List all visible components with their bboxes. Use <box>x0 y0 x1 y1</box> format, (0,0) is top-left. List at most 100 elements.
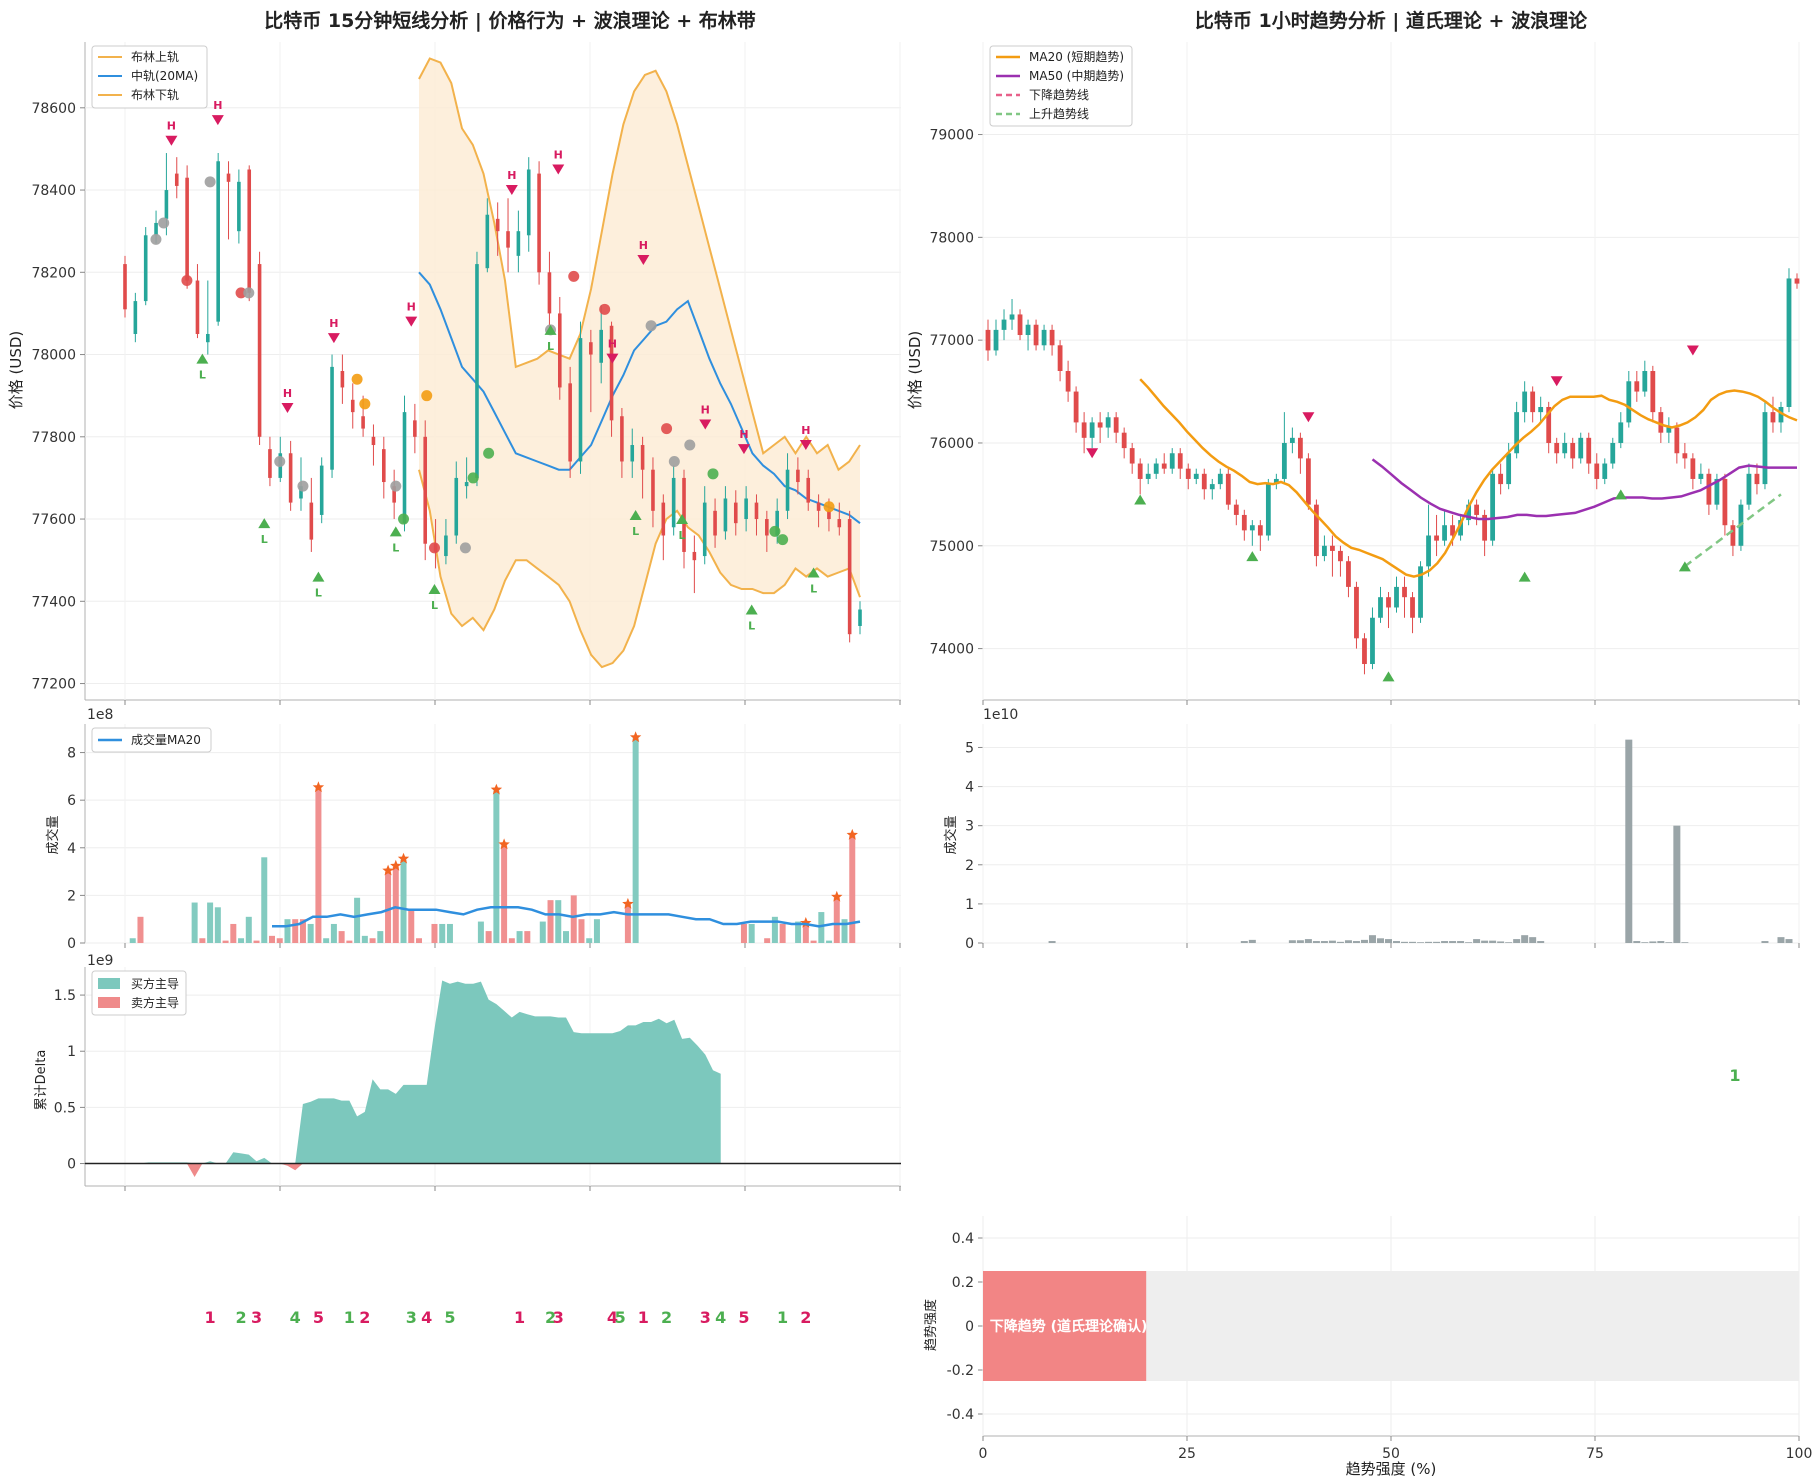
d15-legend-label-buy: 买方主导 <box>131 976 179 991</box>
p15-candle-body <box>164 190 169 219</box>
v1h-volume-bar <box>1657 941 1665 943</box>
swing-high-label: H <box>554 148 563 161</box>
p15-ytick-label: 77400 <box>31 594 76 610</box>
p15-candle-body <box>309 502 314 540</box>
swing-low-marker <box>544 324 557 335</box>
p1h-candle-body <box>1225 473 1231 505</box>
v15-volume-bar <box>493 790 500 943</box>
swing-high-marker <box>737 444 750 455</box>
p1h-ytick-label: 78000 <box>929 230 974 246</box>
volume-spike-star <box>382 864 394 876</box>
v15-ytick-label: 0 <box>67 936 76 952</box>
p15-pattern-dot <box>235 287 247 299</box>
volume-spike-star <box>846 828 858 840</box>
v1h-volume-bar <box>1625 739 1633 943</box>
v1h-volume-bar <box>1393 941 1401 943</box>
p15-candle-body <box>506 231 510 248</box>
v15-volume-bar <box>570 895 577 943</box>
v15-volume-bar <box>508 938 515 943</box>
p15-candle-body <box>206 333 210 343</box>
p1h-candle-body <box>1185 468 1191 479</box>
swing-high-marker <box>637 254 650 265</box>
p1h-candle-body <box>993 329 999 351</box>
p15-candle-body <box>330 366 334 470</box>
v1h-volume-bar <box>1425 941 1433 943</box>
p15-candle-body <box>340 371 345 388</box>
trend1h-ytick-label: 0 <box>965 1319 974 1335</box>
v15-volume-bar <box>261 857 268 943</box>
wave-count-label: 2 <box>545 1308 556 1327</box>
v15-volume-bar <box>539 921 546 943</box>
p15-candle-body <box>361 416 365 429</box>
p1h-candle-body <box>1650 371 1656 413</box>
p15-candle-body <box>257 264 262 437</box>
p1h-candle-body <box>1690 458 1696 479</box>
p15-candle-body <box>444 535 448 557</box>
v15-volume-bar <box>740 923 747 943</box>
p1h-candle-body <box>1217 473 1223 485</box>
p15-candle-body <box>185 177 189 281</box>
ma50-line <box>1371 458 1797 521</box>
p15-pattern-dot <box>243 287 255 299</box>
v1h-volume-bar <box>1529 937 1537 943</box>
trend-strength-bar <box>983 1271 1147 1381</box>
p1h-wave-label: 1 <box>1729 1066 1740 1085</box>
p1h-candle-body <box>1402 586 1407 598</box>
p15-pattern-dot <box>769 525 781 537</box>
p1h-candle-body <box>1305 458 1311 505</box>
p1h-candle-body <box>1698 473 1704 479</box>
v15-volume-bar <box>833 897 840 943</box>
p1h-candle-body <box>1081 422 1087 438</box>
p1h-candle-body <box>1562 442 1568 454</box>
p15-ytick-label: 78400 <box>31 183 76 199</box>
swing-low-label: L <box>748 620 755 633</box>
p1h-candle-body <box>1193 473 1199 479</box>
p1h-candle-body <box>1273 478 1279 485</box>
p15-pattern-dot <box>428 542 440 554</box>
p1h-legend-label: MA20 (短期趋势) <box>1029 50 1124 64</box>
swing-high-marker <box>552 164 565 175</box>
p15-legend-label: 中轨(20MA) <box>131 68 198 83</box>
v1h-ytick-label: 4 <box>965 780 974 796</box>
uptrend-line <box>1684 493 1782 568</box>
p1h-candle-body <box>1201 473 1207 490</box>
p1h-candle-body <box>1362 638 1367 665</box>
v1h-volume-bar <box>1328 940 1336 943</box>
v15-volume-bar <box>416 938 422 943</box>
p15-candle-body <box>475 264 479 478</box>
v1h-volume-bar <box>1384 939 1392 943</box>
v15-volume-bar <box>338 931 345 943</box>
v1h-volume-bar <box>1497 941 1505 943</box>
v15-volume-bar <box>191 902 198 943</box>
swing-high-marker <box>505 185 518 196</box>
v1h-volume-bar <box>1489 940 1497 943</box>
p1h-candle-body <box>1009 314 1015 320</box>
v15-volume-bar <box>593 919 600 943</box>
p1h-candle-body <box>1001 319 1007 330</box>
p1h-legend-box <box>989 45 1133 127</box>
v1h-volume-bar <box>1344 940 1352 943</box>
d15-legend-label-sell: 卖方主导 <box>131 995 179 1010</box>
p15-pattern-dot <box>181 275 193 287</box>
wave-count-label: 1 <box>344 1308 355 1327</box>
p1h-legend-label: 上升趋势线 <box>1029 107 1089 121</box>
v1h-volume-bar <box>1288 940 1296 943</box>
v15-volume-bar <box>408 909 415 943</box>
ma20-line <box>1139 378 1798 578</box>
wave-count-label: 3 <box>251 1308 262 1327</box>
v15-volume-bar <box>346 940 353 943</box>
v1h-volume-bar <box>1681 942 1689 943</box>
v15-volume-bar <box>586 938 593 943</box>
v15-legend-label: 成交量MA20 <box>131 732 201 747</box>
p1h-candle-body <box>1778 406 1784 423</box>
v15-volume-bar <box>810 940 817 943</box>
v15-volume-bar <box>284 919 291 943</box>
d15-ytick-label: 0.5 <box>54 1100 76 1116</box>
p15-candle-body <box>557 313 562 388</box>
p1h-candle-body <box>1025 324 1031 336</box>
v1h-volume-bar <box>1433 941 1441 943</box>
p15-pattern-dot <box>150 233 162 245</box>
v1h-ytick-label: 5 <box>965 740 974 756</box>
p1h-candle-body <box>1161 463 1167 469</box>
p15-candle-body <box>299 486 303 499</box>
